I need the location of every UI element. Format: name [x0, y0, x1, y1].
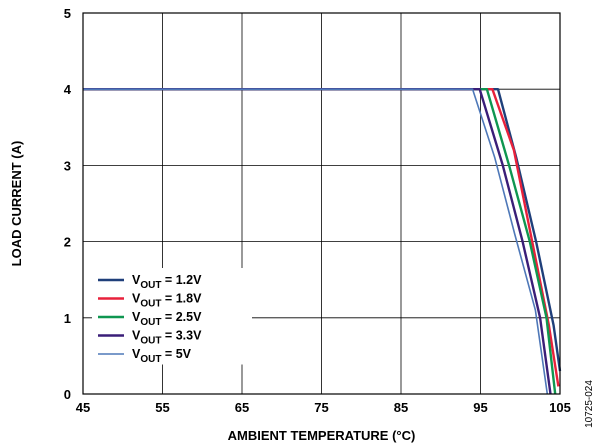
x-tick-label: 95	[473, 400, 487, 415]
x-axis-label: AMBIENT TEMPERATURE (°C)	[228, 428, 416, 443]
y-axis-label: LOAD CURRENT (A)	[9, 141, 24, 267]
y-tick-label: 0	[64, 387, 71, 402]
y-tick-label: 5	[64, 6, 71, 21]
x-tick-label: 55	[155, 400, 169, 415]
y-tick-label: 1	[64, 311, 71, 326]
y-tick-label: 4	[64, 82, 72, 97]
x-tick-label: 65	[235, 400, 249, 415]
plot-frame	[82, 12, 561, 395]
series-lines	[83, 87, 562, 395]
figure-id: 10725-024	[584, 380, 595, 428]
legend-label: VOUT = 3.3V	[132, 329, 202, 347]
legend-label: VOUT = 1.8V	[132, 292, 202, 310]
y-tick-label: 3	[64, 158, 71, 173]
legend-label: VOUT = 1.2V	[132, 273, 202, 291]
x-tick-label: 85	[394, 400, 408, 415]
y-tick-label: 2	[64, 235, 71, 250]
x-tick-label: 45	[76, 400, 90, 415]
x-tick-label: 105	[549, 400, 571, 415]
series-line	[83, 88, 549, 395]
legend-label: VOUT = 2.5V	[132, 310, 202, 328]
legend-label: VOUT = 5V	[132, 347, 192, 365]
x-tick-label: 75	[314, 400, 328, 415]
